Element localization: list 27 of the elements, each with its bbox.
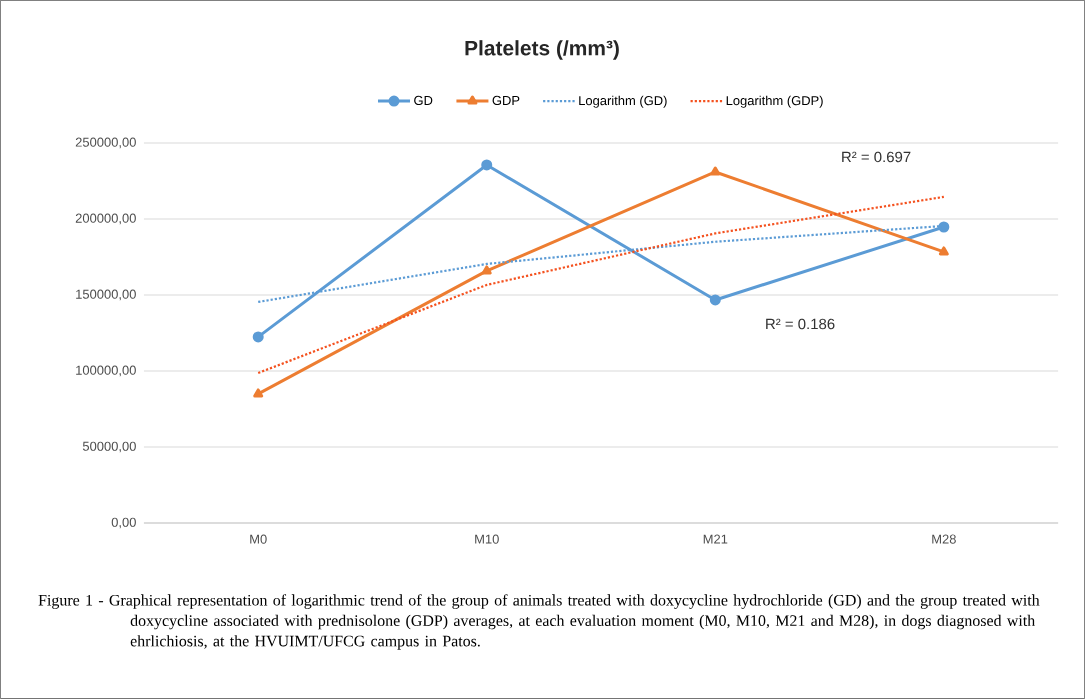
x-tick-label: M28 [932, 534, 956, 544]
point [481, 159, 493, 171]
y-tick-label: 50000,00 [82, 441, 136, 453]
caption: Figure 1 - Graphical representation of logarithmic trend of the group of animals treated with doxycycline hydrochloride (GD) and the group treated with doxycycline associated with prednisolone (GDP) averages, at each evaluation moment (M0, M10, M21 and M28), in dogs diagnosed with ehrlichiosis, at the HVUIMT/UFCG campus in Patos. [38, 594, 1040, 650]
point [710, 166, 721, 176]
y-tick-label: 150000,00 [76, 289, 136, 301]
legend-label: GD [414, 95, 433, 106]
point [938, 246, 949, 256]
chart-title: Platelets (/mm³) [465, 40, 619, 60]
y-tick-label: 250000,00 [75, 137, 136, 149]
y-tick-label: 200000,00 [75, 213, 136, 225]
line-series [257, 195, 945, 375]
point [252, 331, 264, 343]
legend-label: Logarithm (GD) [579, 95, 667, 108]
point [938, 221, 950, 233]
x-tick-label: M21 [703, 534, 728, 544]
y-tick-label: 0,00 [111, 517, 136, 529]
x-tick-label: M10 [475, 534, 499, 544]
x-tick-label: M0 [250, 534, 267, 544]
point [481, 265, 492, 275]
legend-label: GDP [492, 95, 520, 106]
point [253, 388, 264, 398]
legend-label: Logarithm (GDP) [726, 95, 823, 108]
point [709, 294, 721, 306]
annotation: R² = 0.697 [842, 151, 911, 163]
annotation: R² = 0.186 [766, 318, 835, 330]
y-tick-label: 100000,00 [76, 365, 136, 377]
